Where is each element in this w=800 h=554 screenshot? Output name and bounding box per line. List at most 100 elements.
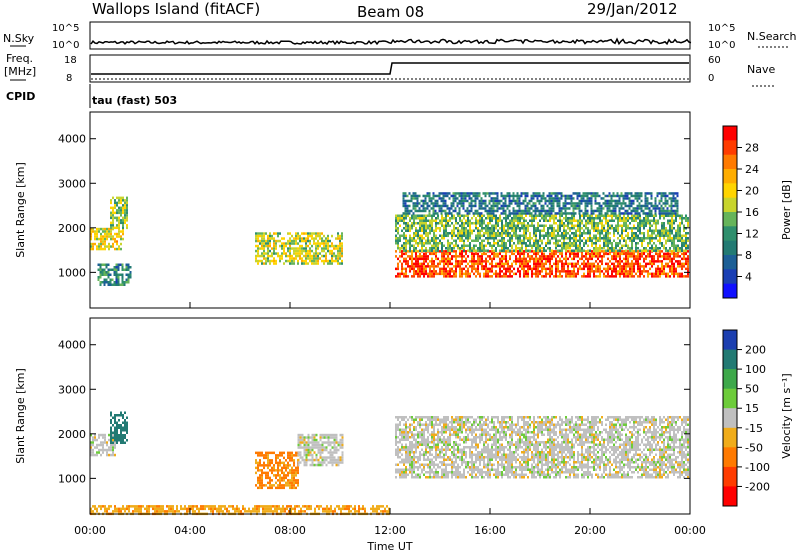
- heatmap-cell: [539, 224, 541, 227]
- heatmap-cell: [485, 267, 487, 271]
- heatmap-cell: [517, 242, 519, 245]
- heatmap-cell: [104, 433, 106, 437]
- heatmap-cell: [674, 212, 677, 215]
- heatmap-cell: [513, 219, 515, 222]
- heatmap-cell: [584, 199, 587, 203]
- heatmap-cell: [279, 479, 281, 482]
- heatmap-cell: [589, 234, 591, 237]
- heatmap-cell: [450, 194, 453, 198]
- heatmap-cell: [118, 235, 120, 238]
- heatmap-cell: [660, 194, 663, 198]
- heatmap-cell: [265, 259, 267, 263]
- heatmap-cell: [313, 259, 315, 263]
- heatmap-cell: [117, 281, 120, 284]
- heatmap-cell: [329, 458, 332, 462]
- heatmap-cell: [473, 244, 475, 247]
- heatmap-cell: [406, 209, 409, 213]
- heatmap-cell: [651, 257, 653, 261]
- heatmap-cell: [433, 237, 435, 240]
- heatmap-cell: [333, 443, 336, 447]
- heatmap-cell: [257, 481, 259, 485]
- heatmap-cell: [291, 234, 293, 238]
- heatmap-cell: [605, 234, 607, 237]
- heatmap-cell: [519, 219, 521, 222]
- heatmap-cell: [613, 249, 615, 252]
- heatmap-cell: [571, 252, 573, 256]
- heatmap-cell: [412, 212, 415, 215]
- heatmap-cell: [489, 242, 491, 245]
- heatmap-cell: [463, 222, 465, 225]
- heatmap-cell: [649, 267, 651, 271]
- heatmap-cell: [453, 227, 455, 230]
- heatmap-cell: [569, 234, 571, 237]
- heatmap-cell: [532, 194, 535, 198]
- heatmap-cell: [451, 217, 453, 220]
- heatmap-cell: [542, 207, 545, 210]
- heatmap-cell: [620, 192, 623, 195]
- heatmap-cell: [521, 224, 523, 227]
- heatmap-cell: [303, 448, 306, 452]
- heatmap-cell: [469, 247, 471, 250]
- heatmap-cell: [665, 262, 667, 266]
- heatmap-cell: [643, 219, 645, 222]
- heatmap-cell: [490, 207, 493, 210]
- heatmap-cell: [463, 242, 465, 245]
- heatmap-cell: [605, 239, 607, 242]
- heatmap-cell: [435, 257, 437, 261]
- heatmap-cell: [397, 468, 399, 471]
- heatmap-cell: [685, 217, 687, 220]
- heatmap-cell: [120, 219, 122, 222]
- heatmap-cell: [467, 217, 469, 220]
- heatmap-cell: [465, 237, 467, 240]
- heatmap-cell: [537, 267, 539, 271]
- heatmap-cell: [591, 237, 593, 240]
- heatmap-cell: [397, 446, 399, 449]
- heatmap-cell: [417, 255, 419, 258]
- heatmap-cell: [327, 234, 329, 238]
- heatmap-cell: [333, 451, 336, 454]
- heatmap-cell: [509, 227, 511, 230]
- heatmap-cell: [576, 202, 579, 205]
- heatmap-cell: [641, 242, 643, 245]
- heatmap-cell: [523, 265, 525, 268]
- heatmap-cell: [670, 197, 673, 200]
- heatmap-cell: [663, 227, 665, 230]
- heatmap-cell: [511, 250, 513, 253]
- heatmap-cell: [119, 263, 122, 266]
- heatmap-cell: [664, 192, 667, 195]
- heatmap-cell: [539, 229, 541, 232]
- heatmap-cell: [619, 219, 621, 222]
- heatmap-cell: [405, 244, 407, 247]
- heatmap-cell: [535, 265, 537, 268]
- heatmap-cell: [509, 237, 511, 240]
- heatmap-cell: [486, 192, 489, 195]
- heatmap-cell: [658, 199, 661, 203]
- heatmap-cell: [530, 212, 533, 215]
- heatmap-cell: [667, 275, 669, 278]
- heatmap-cell: [479, 214, 481, 217]
- heatmap-cell: [434, 194, 437, 198]
- heatmap-cell: [454, 209, 457, 213]
- heatmap-cell: [539, 255, 541, 258]
- heatmap-cell: [255, 466, 257, 470]
- heatmap-cell: [624, 209, 627, 213]
- heatmap-cell: [629, 265, 631, 268]
- heatmap-cell: [687, 232, 689, 235]
- heatmap-cell: [669, 267, 671, 271]
- heatmap-cell: [605, 219, 607, 222]
- heatmap-cell: [609, 260, 611, 263]
- heatmap-cell: [118, 434, 120, 437]
- heatmap-cell: [658, 207, 661, 210]
- heatmap-cell: [267, 252, 269, 255]
- heatmap-cell: [616, 192, 619, 195]
- heatmap-cell: [566, 212, 569, 215]
- heatmap-cell: [552, 202, 555, 205]
- heatmap-cell: [255, 259, 257, 263]
- heatmap-cell: [629, 249, 631, 252]
- heatmap-cell: [305, 237, 307, 240]
- heatmap-cell: [587, 222, 589, 225]
- heatmap-cell: [337, 463, 340, 467]
- heatmap-cell: [432, 209, 435, 213]
- heatmap-cell: [474, 199, 477, 203]
- heatmap-cell: [457, 244, 459, 247]
